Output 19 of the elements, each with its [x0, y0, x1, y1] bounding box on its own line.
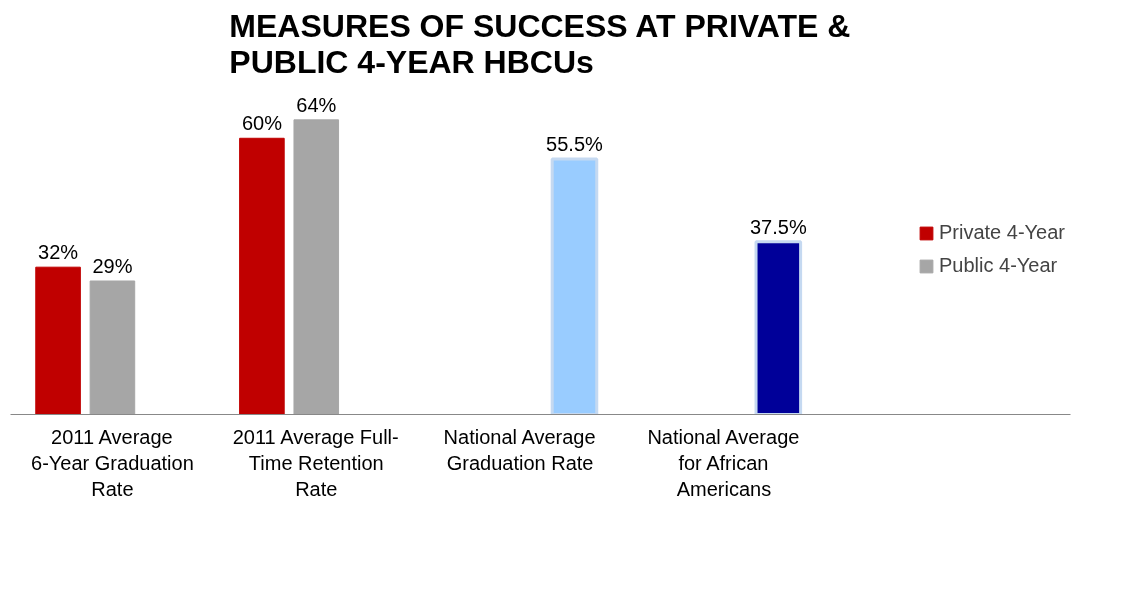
x-tick-label: National Average Graduation Rate — [443, 425, 596, 474]
bar — [35, 266, 81, 415]
data-label: 29% — [92, 254, 133, 277]
data-label: 64% — [296, 93, 337, 116]
data-label: 55.5% — [546, 132, 604, 155]
x-tick-label: National Average for African Americans — [647, 425, 800, 501]
bar — [550, 157, 599, 415]
x-tick-label: 2011 Average 6-Year Graduation Rate — [31, 425, 194, 501]
bar — [754, 240, 803, 415]
bar — [293, 119, 340, 415]
x-tick-label: 2011 Average Full-Time Retention Rate — [232, 425, 399, 501]
data-label: 32% — [38, 241, 79, 264]
data-label: 37.5% — [749, 215, 807, 238]
chart-title: MEASURES OF SUCCESS AT PRIVATE & PUBLIC 4-YEAR HBCUs — [229, 7, 851, 80]
data-label: 60% — [241, 112, 283, 135]
legend-label: Public 4-Year — [939, 254, 1058, 277]
bar — [239, 137, 285, 415]
legend-label: Private 4-Year — [939, 221, 1065, 244]
bar — [89, 280, 136, 415]
